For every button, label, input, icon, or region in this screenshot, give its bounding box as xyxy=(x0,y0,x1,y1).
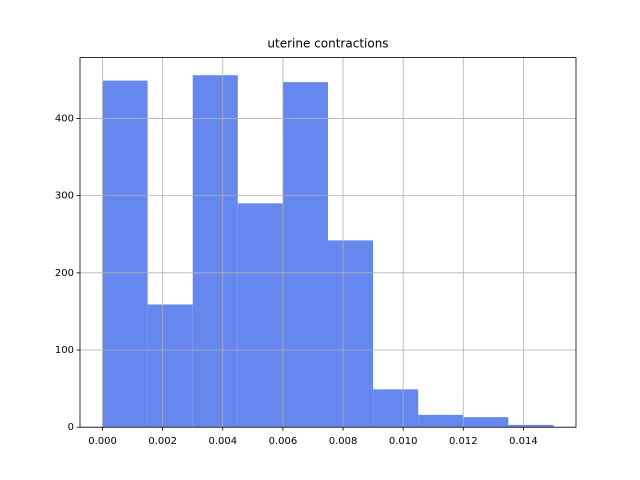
bar xyxy=(147,304,193,428)
x-tick-label: 0.006 xyxy=(269,436,298,447)
bar xyxy=(237,203,283,428)
x-tick-label: 0.014 xyxy=(509,436,538,447)
plot-frame xyxy=(79,57,577,428)
x-tick-label: 0.012 xyxy=(449,436,478,447)
x-tick-label: 0.010 xyxy=(389,436,418,447)
x-tick-label: 0.004 xyxy=(208,436,237,447)
bar xyxy=(282,82,328,428)
y-tick-label: 100 xyxy=(55,345,74,356)
bar xyxy=(373,389,419,428)
y-tick-label: 300 xyxy=(55,191,74,202)
bar xyxy=(463,417,509,428)
bar xyxy=(102,80,148,428)
x-tick-label: 0.002 xyxy=(148,436,177,447)
x-tick-label: 0.008 xyxy=(329,436,358,447)
bar xyxy=(418,414,464,428)
chart-title: uterine contractions xyxy=(267,37,388,51)
x-tick-label: 0.000 xyxy=(88,436,117,447)
y-tick-label: 200 xyxy=(55,268,74,279)
y-tick-label: 400 xyxy=(55,113,74,124)
bar xyxy=(328,240,374,428)
bar xyxy=(192,75,238,428)
y-tick-label: 0 xyxy=(68,422,74,433)
bar xyxy=(508,424,554,428)
